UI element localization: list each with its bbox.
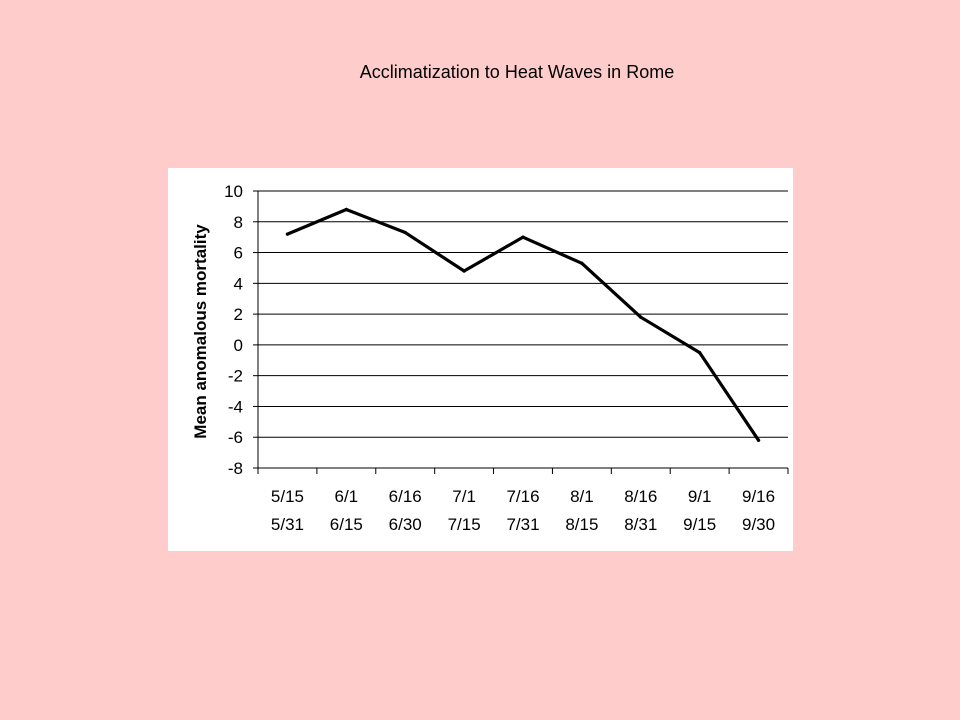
series-line-segment	[698, 350, 761, 442]
series-line-segment	[462, 235, 525, 273]
data-point	[698, 350, 702, 355]
data-point	[521, 235, 525, 239]
x-tick-label-end: 6/30	[389, 515, 422, 534]
x-tick-label-start: 6/16	[389, 487, 422, 506]
x-tick-label-start: 6/1	[335, 487, 359, 506]
y-tick-label: 8	[234, 213, 243, 232]
series-line-segment	[580, 261, 643, 319]
x-tick-label-end: 8/15	[565, 515, 598, 534]
series-line-segment	[639, 315, 702, 355]
x-tick-label-start: 7/16	[506, 487, 539, 506]
y-tick-label: 6	[234, 244, 243, 263]
chart-panel: -8 -6 -4 -2 0 2 4 6 8 10 5/15 5/31 6/1 6/15 6/16 6/30 7…	[168, 168, 793, 551]
y-tick-labels: -8 -6 -4 -2 0 2 4 6 8 10	[224, 182, 243, 478]
x-tick-label-end: 8/31	[624, 515, 657, 534]
slide-title: Acclimatization to Heat Waves in Rome	[359, 62, 675, 82]
data-point	[580, 261, 584, 265]
data-point	[639, 315, 643, 319]
x-tick-label-start: 9/1	[688, 487, 712, 506]
series-line-segment	[403, 230, 466, 273]
y-tick-label: 0	[234, 336, 243, 355]
x-tick-label-end: 9/30	[742, 515, 775, 534]
x-tick-label-end: 7/15	[448, 515, 481, 534]
y-tick-label: -2	[228, 367, 243, 386]
x-tick-label-end: 7/31	[506, 515, 539, 534]
y-tick-label: -8	[228, 459, 243, 478]
data-point	[403, 230, 407, 235]
y-tick-label: -4	[228, 397, 243, 416]
line-chart: -8 -6 -4 -2 0 2 4 6 8 10 5/15 5/31 6/1 6/15 6/16 6/30 7…	[191, 182, 789, 534]
x-tick-label-end: 6/15	[330, 515, 363, 534]
y-tick-label: 2	[234, 305, 243, 324]
data-point	[756, 438, 761, 442]
x-tick-label-start: 8/16	[624, 487, 657, 506]
y-axis-label: Mean anomalous mortality	[191, 224, 210, 439]
x-tick-label-start: 8/1	[570, 487, 594, 506]
y-tick-label: -6	[228, 428, 243, 447]
y-tick-label: 10	[224, 182, 243, 201]
x-tick-label-start: 5/15	[271, 487, 304, 506]
series-layer	[285, 207, 761, 442]
x-tick-label-start: 9/16	[742, 487, 775, 506]
data-point	[285, 232, 290, 236]
data-point	[462, 269, 466, 273]
series-line-segment	[521, 235, 584, 265]
series-line-segment	[344, 207, 407, 235]
series-line-segment	[285, 207, 348, 236]
x-tick-label-end: 5/31	[271, 515, 304, 534]
y-tick-label: 4	[234, 274, 243, 293]
x-tick-label-end: 9/15	[683, 515, 716, 534]
x-tick-labels: 5/15 5/31 6/1 6/15 6/16 6/30 7/1 7/15 7/16 7/31 8/…	[271, 487, 775, 534]
x-tick-label-start: 7/1	[452, 487, 476, 506]
data-point	[344, 207, 348, 212]
gridlines	[258, 190, 788, 469]
axes	[253, 190, 789, 474]
